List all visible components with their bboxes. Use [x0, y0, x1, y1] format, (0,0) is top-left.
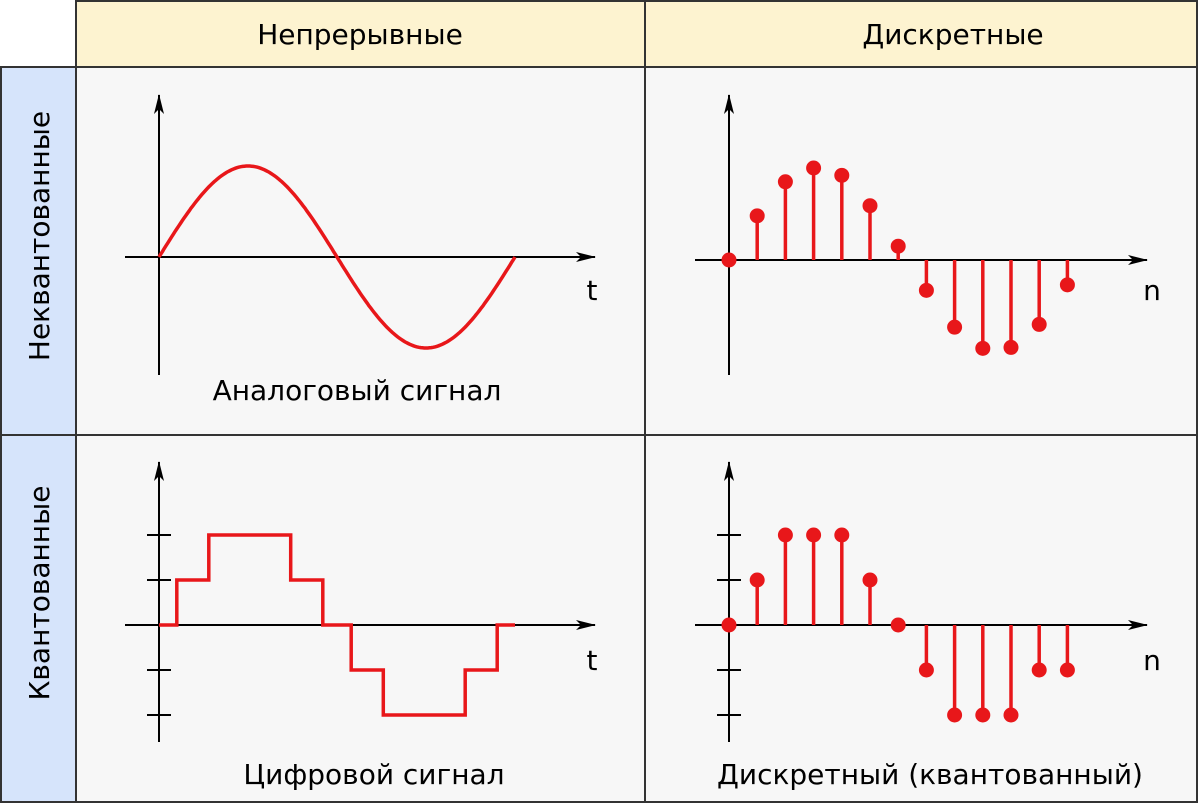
sampled-sample-point	[749, 208, 765, 224]
dq-sample-point	[862, 572, 878, 588]
dq-sample-point	[806, 527, 822, 543]
digital-axis-label: t	[587, 644, 598, 677]
dq-sample-point	[1031, 662, 1047, 678]
panel-digital	[75, 434, 646, 803]
dq-sample-point	[918, 662, 934, 678]
sampled-sample-point	[834, 167, 850, 183]
digital-caption: Цифровой сигнал	[243, 758, 504, 791]
sampled-sample-point	[1031, 316, 1047, 332]
row-header-unquantized: Неквантованные	[23, 111, 56, 361]
dq-sample-point	[1003, 707, 1019, 723]
digital-step-signal	[159, 533, 515, 717]
column-header-discrete: Дискретные	[862, 18, 1043, 51]
column-header-continuous: Непрерывные	[257, 18, 463, 51]
dq-sample-point	[975, 707, 991, 723]
dq-sample-point	[749, 572, 765, 588]
dq-sample-point	[890, 617, 906, 633]
digital-signal-plot: t Цифровой сигнал	[125, 461, 598, 791]
dq-sample-point	[834, 527, 850, 543]
sampled-axis-label: n	[1143, 274, 1161, 307]
dq-sample-point	[947, 707, 963, 723]
sampled-sample-point	[806, 160, 822, 176]
analog-axis-label: t	[587, 274, 598, 307]
sampled-sample-point	[862, 198, 878, 214]
sampled-sample-point	[918, 282, 934, 298]
analog-signal-plot: t Аналоговый сигнал	[125, 94, 598, 407]
dq-axis-label: n	[1143, 644, 1161, 677]
sampled-sample-point	[777, 174, 793, 190]
panel-analog	[75, 66, 646, 436]
dq-caption: Дискретный (квантованный)	[717, 758, 1143, 791]
sampled-sample-point	[947, 319, 963, 335]
sampled-sample-point	[1003, 339, 1019, 355]
sampled-sample-point	[975, 340, 991, 356]
sampled-sample-point	[721, 252, 737, 268]
column-header-bar	[75, 0, 1198, 68]
panel-sampled	[644, 66, 1198, 436]
analog-sine-curve	[157, 164, 517, 350]
dq-sample-point	[777, 527, 793, 543]
dq-sample-point	[721, 617, 737, 633]
row-header-quantized: Квантованные	[23, 486, 56, 701]
panel-discrete-quantized	[644, 434, 1198, 803]
sampled-signal-plot: n	[695, 94, 1161, 375]
analog-caption: Аналоговый сигнал	[213, 374, 502, 407]
discrete-quantized-plot: n Дискретный (квантованный)	[695, 461, 1161, 791]
dq-sample-point	[1059, 662, 1075, 678]
sampled-sample-point	[1059, 277, 1075, 293]
sampled-sample-point	[890, 238, 906, 254]
